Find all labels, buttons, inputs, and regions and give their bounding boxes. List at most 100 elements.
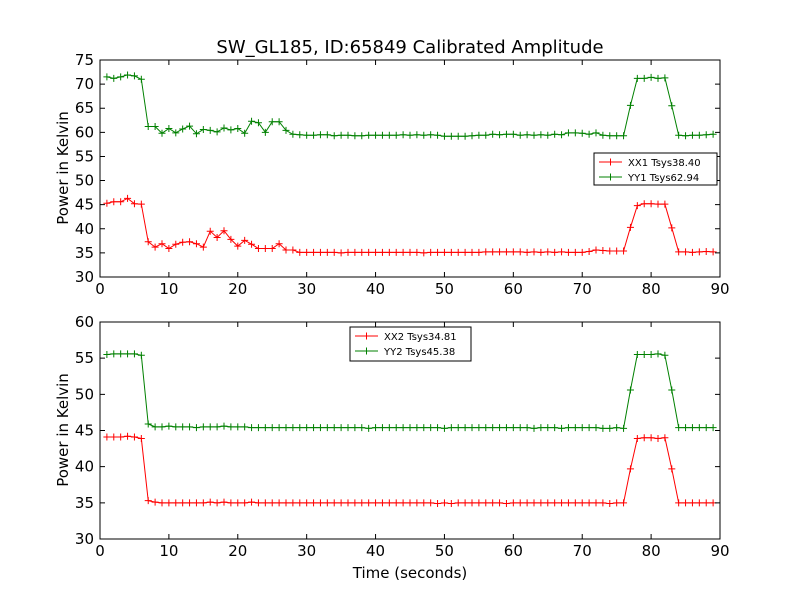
bottom-panel-x-tick-label: 20 — [228, 542, 247, 560]
bottom-panel-data-point — [447, 500, 455, 508]
top-panel-data-point — [275, 118, 283, 126]
bottom-panel-data-point — [592, 499, 600, 507]
top-panel-data-point — [296, 131, 304, 139]
bottom-panel-legend-label: XX2 Tsys34.81 — [384, 332, 457, 343]
bottom-panel-data-point — [530, 499, 538, 507]
top-panel-data-point — [413, 248, 421, 256]
bottom-panel-data-point — [633, 434, 641, 442]
top-panel-data-point — [537, 248, 545, 256]
top-panel-data-point — [482, 131, 490, 139]
top-panel-data-point — [137, 75, 145, 83]
bottom-panel-data-point — [640, 434, 648, 442]
bottom-panel-data-point — [234, 499, 242, 507]
top-panel-data-point — [268, 245, 276, 253]
bottom-panel-data-point — [544, 424, 552, 432]
bottom-panel-data-point — [316, 424, 324, 432]
bottom-panel-x-tick-label: 50 — [435, 542, 454, 560]
bottom-panel-data-point — [406, 499, 414, 507]
bottom-panel-data-point — [606, 500, 614, 508]
top-panel-data-point — [551, 248, 559, 256]
top-panel-data-point — [406, 248, 414, 256]
bottom-panel-data-point — [275, 424, 283, 432]
bottom-panel-data-point — [620, 499, 628, 507]
bottom-panel-data-point — [688, 424, 696, 432]
top-panel-data-point — [502, 248, 510, 256]
top-panel-data-point — [688, 248, 696, 256]
top-panel-y-tick-label: 45 — [75, 196, 94, 214]
bottom-panel-data-point — [268, 424, 276, 432]
bottom-panel-y-tick-label: 50 — [75, 385, 94, 403]
top-panel-data-point — [234, 124, 242, 132]
bottom-panel-data-point — [413, 424, 421, 432]
top-panel-data-point — [447, 248, 455, 256]
top-panel-data-point — [585, 130, 593, 138]
top-panel-x-tick-label: 30 — [297, 280, 316, 298]
bottom-panel-data-point — [303, 424, 311, 432]
top-panel-x-tick-label: 60 — [504, 280, 523, 298]
top-panel-data-point — [709, 130, 717, 138]
bottom-panel-data-point — [261, 499, 269, 507]
bottom-panel-data-point — [440, 424, 448, 432]
top-panel-data-point — [261, 128, 269, 136]
bottom-panel-data-point — [344, 499, 352, 507]
bottom-panel-data-point — [489, 424, 497, 432]
top-panel-data-point — [626, 101, 634, 109]
bottom-panel-data-point — [124, 432, 132, 440]
top-panel-data-point — [344, 131, 352, 139]
top-panel-x-tick-label: 90 — [710, 280, 729, 298]
bottom-panel-data-point — [110, 433, 118, 441]
top-panel-y-tick-label: 50 — [75, 172, 94, 190]
bottom-panel-data-point — [365, 424, 373, 432]
top-panel-series-yy1 — [103, 71, 717, 140]
bottom-panel-data-point — [420, 499, 428, 507]
bottom-panel-data-point — [358, 424, 366, 432]
bottom-panel-data-point — [564, 424, 572, 432]
bottom-panel-data-point — [241, 499, 249, 507]
top-panel-data-point — [365, 131, 373, 139]
top-panel-data-point — [544, 131, 552, 139]
top-panel-legend-marker — [607, 158, 614, 166]
top-panel-data-point — [530, 248, 538, 256]
top-panel-data-point — [688, 131, 696, 139]
top-panel-data-point — [165, 124, 173, 132]
bottom-panel-data-point — [275, 499, 283, 507]
top-panel-data-point — [447, 132, 455, 140]
top-panel-data-point — [158, 240, 166, 248]
top-panel-data-point — [385, 248, 393, 256]
top-panel-data-point — [358, 132, 366, 140]
top-panel-data-point — [206, 227, 214, 235]
bottom-panel-data-point — [537, 424, 545, 432]
top-panel-data-point — [606, 132, 614, 140]
bottom-panel-data-point — [192, 499, 200, 507]
bottom-panel-data-point — [682, 499, 690, 507]
top-panel-data-point — [620, 132, 628, 140]
top-panel-data-point — [427, 248, 435, 256]
bottom-panel-data-point — [551, 499, 559, 507]
bottom-panel-data-point — [427, 499, 435, 507]
bottom-panel-data-point — [454, 424, 462, 432]
top-panel-x-tick-label: 80 — [642, 280, 661, 298]
bottom-panel-data-point — [523, 424, 531, 432]
top-panel-data-point — [420, 131, 428, 139]
top-panel-data-point — [378, 131, 386, 139]
bottom-panel-data-point — [509, 424, 517, 432]
top-panel-legend: XX1 Tsys38.40 YY1 Tsys62.94 — [593, 152, 718, 186]
bottom-panel-x-tick-label: 60 — [504, 542, 523, 560]
top-panel-data-point — [489, 248, 497, 256]
bottom-panel-data-point — [296, 424, 304, 432]
top-panel-x-tick-label: 40 — [366, 280, 385, 298]
top-panel-data-point — [461, 132, 469, 140]
bottom-panel-data-point — [647, 434, 655, 442]
bottom-panel-data-point — [165, 422, 173, 430]
top-panel-data-point — [330, 132, 338, 140]
bottom-panel-data-point — [606, 424, 614, 432]
bottom-panel-data-point — [330, 499, 338, 507]
top-panel-data-point — [144, 238, 152, 246]
bottom-panel-data-point — [675, 499, 683, 507]
bottom-panel-data-point — [337, 424, 345, 432]
top-panel-data-point — [682, 132, 690, 140]
top-panel-data-point — [130, 72, 138, 80]
top-panel-data-point — [358, 248, 366, 256]
bottom-panel-data-point — [151, 498, 159, 506]
bottom-panel-data-point — [440, 499, 448, 507]
